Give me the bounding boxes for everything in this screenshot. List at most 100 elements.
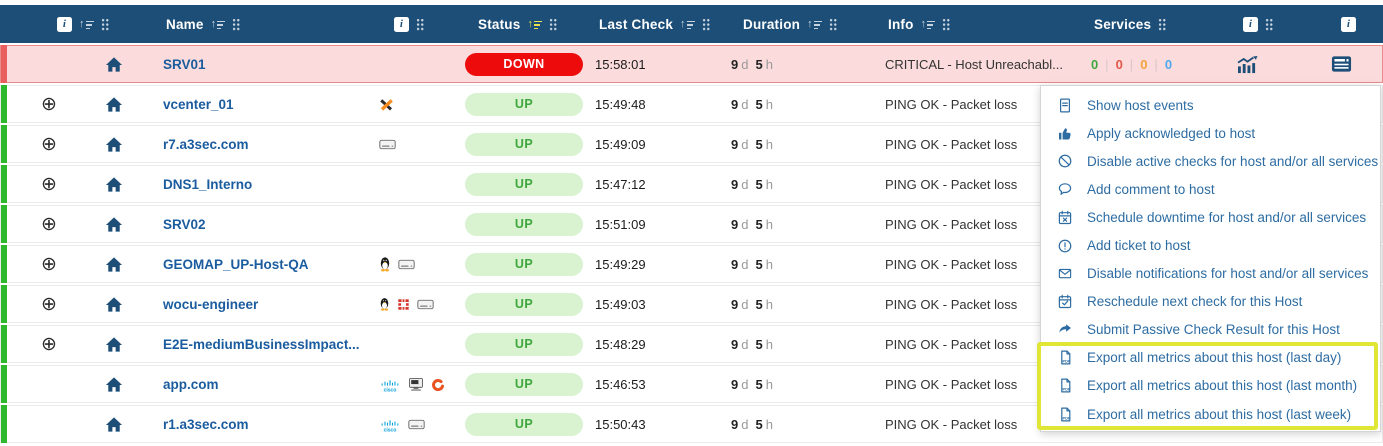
- services-counts[interactable]: 0 | 0 | 0 | 0: [1073, 46, 1190, 82]
- sort-icon[interactable]: ↑: [211, 18, 226, 30]
- drag-handle-icon[interactable]: [100, 17, 109, 31]
- svg-text:PDF: PDF: [1062, 415, 1071, 420]
- svg-text:cisco: cisco: [384, 387, 397, 392]
- expand-icon[interactable]: ⊕: [41, 93, 57, 115]
- menu-item-disable-active-checks[interactable]: Disable active checks for host and/or al…: [1041, 147, 1380, 175]
- column-group-actions: i: [1341, 5, 1356, 43]
- share-arrow-icon: [1059, 324, 1071, 334]
- host-name-link[interactable]: DNS1_Interno: [163, 176, 253, 192]
- sort-icon-active[interactable]: ↑: [527, 18, 543, 30]
- home-icon[interactable]: [105, 416, 123, 433]
- column-group-services: Services: [1094, 5, 1167, 43]
- home-icon[interactable]: [105, 336, 123, 353]
- status-badge: UP: [465, 292, 583, 316]
- expand-icon[interactable]: ⊕: [41, 173, 57, 195]
- column-info-icon[interactable]: i: [394, 16, 409, 32]
- status-badge: UP: [465, 92, 583, 116]
- menu-item-add-ticket[interactable]: Add ticket to host: [1041, 231, 1380, 259]
- drag-handle-icon[interactable]: [701, 17, 710, 31]
- info-text: PING OK - Packet loss: [885, 416, 1018, 432]
- menu-item-submit-passive-check[interactable]: Submit Passive Check Result for this Hos…: [1041, 316, 1380, 344]
- sort-icon[interactable]: ↑: [921, 18, 936, 30]
- menu-item-disable-notifications[interactable]: Disable notifications for host and/or al…: [1041, 260, 1380, 288]
- home-icon[interactable]: [105, 216, 123, 233]
- column-group-duration: Duration ↑: [743, 5, 837, 43]
- os-icons-cell: [361, 46, 453, 82]
- home-icon[interactable]: [105, 136, 123, 153]
- os-icons-cell: cisco: [361, 366, 453, 402]
- menu-item-apply-acknowledged[interactable]: Apply acknowledged to host: [1041, 119, 1380, 147]
- expand-icon[interactable]: ⊕: [41, 253, 57, 275]
- column-header-last-check[interactable]: Last Check: [599, 16, 674, 32]
- sort-icon[interactable]: ↑: [79, 18, 94, 30]
- column-info-icon[interactable]: i: [57, 16, 72, 32]
- column-header-name[interactable]: Name: [166, 16, 204, 32]
- column-group-last-check: Last Check ↑: [599, 5, 710, 43]
- home-icon[interactable]: [105, 56, 123, 73]
- host-actions-menu-icon[interactable]: [1331, 55, 1352, 73]
- home-icon[interactable]: [105, 96, 123, 113]
- home-icon[interactable]: [105, 376, 123, 393]
- column-header-duration[interactable]: Duration: [743, 16, 801, 32]
- expand-icon[interactable]: ⊕: [41, 293, 57, 315]
- host-name-link[interactable]: GEOMAP_UP-Host-QA: [163, 256, 309, 272]
- home-icon[interactable]: [105, 256, 123, 273]
- last-check-value: 15:50:43: [595, 416, 646, 432]
- drag-handle-icon[interactable]: [232, 17, 241, 31]
- host-name-link[interactable]: r1.a3sec.com: [163, 416, 249, 432]
- drag-handle-icon[interactable]: [549, 17, 558, 31]
- last-check-value: 15:48:29: [595, 336, 646, 352]
- drive-icon: [379, 139, 396, 149]
- column-header-info[interactable]: Info: [888, 16, 914, 32]
- menu-item-schedule-downtime[interactable]: Schedule downtime for host and/or all se…: [1041, 203, 1380, 231]
- menu-item-export-metrics-last-day[interactable]: PDF Export all metrics about this host (…: [1041, 344, 1380, 372]
- status-badge: UP: [465, 252, 583, 276]
- pdf-export-icon: PDF: [1061, 350, 1071, 365]
- menu-item-add-comment[interactable]: Add comment to host: [1041, 175, 1380, 203]
- thumbs-up-icon: [1059, 128, 1071, 140]
- host-name-link[interactable]: SRV02: [163, 216, 206, 232]
- os-icons-cell: [361, 206, 453, 242]
- column-info-icon[interactable]: i: [1341, 16, 1356, 32]
- host-actions-context-menu: Show host events Apply acknowledged to h…: [1040, 85, 1381, 432]
- host-name-link[interactable]: wocu-engineer: [163, 296, 259, 312]
- status-badge: UP: [465, 212, 583, 236]
- menu-item-export-metrics-last-month[interactable]: PDF Export all metrics about this host (…: [1041, 372, 1380, 400]
- menu-item-reschedule-check[interactable]: Reschedule next check for this Host: [1041, 288, 1380, 316]
- host-name-link[interactable]: E2E-mediumBusinessImpact...: [163, 336, 360, 352]
- ban-icon: [1058, 154, 1072, 168]
- calendar-check-icon: [1058, 294, 1072, 309]
- column-header-services[interactable]: Services: [1094, 16, 1152, 32]
- status-badge: UP: [465, 372, 583, 396]
- drag-handle-icon[interactable]: [828, 17, 837, 31]
- drag-handle-icon[interactable]: [1158, 17, 1167, 31]
- home-icon[interactable]: [105, 296, 123, 313]
- host-name-link[interactable]: r7.a3sec.com: [163, 136, 249, 152]
- sort-icon[interactable]: ↑: [807, 18, 822, 30]
- os-icons-cell: [361, 286, 453, 322]
- menu-item-export-metrics-last-week[interactable]: PDF Export all metrics about this host (…: [1041, 400, 1380, 428]
- expand-icon[interactable]: ⊕: [41, 213, 57, 235]
- column-header-status[interactable]: Status: [478, 16, 521, 32]
- metrics-chart-icon[interactable]: [1236, 55, 1259, 74]
- services-ok-count: 0: [1090, 56, 1099, 72]
- host-name-link[interactable]: SRV01: [163, 56, 206, 72]
- expand-icon[interactable]: ⊕: [41, 333, 57, 355]
- workstation-icon: [409, 377, 423, 391]
- host-name-link[interactable]: app.com: [163, 376, 219, 392]
- drag-handle-icon[interactable]: [416, 17, 424, 31]
- info-text: PING OK - Packet loss: [885, 216, 1018, 232]
- drag-handle-icon[interactable]: [942, 17, 951, 31]
- menu-item-show-host-events[interactable]: Show host events: [1041, 91, 1380, 119]
- sort-icon[interactable]: ↑: [680, 18, 695, 30]
- drag-handle-icon[interactable]: [1265, 17, 1273, 31]
- expand-icon[interactable]: ⊕: [41, 133, 57, 155]
- column-info-icon[interactable]: i: [1243, 16, 1258, 32]
- host-name-link[interactable]: vcenter_01: [163, 96, 234, 112]
- home-icon[interactable]: [105, 176, 123, 193]
